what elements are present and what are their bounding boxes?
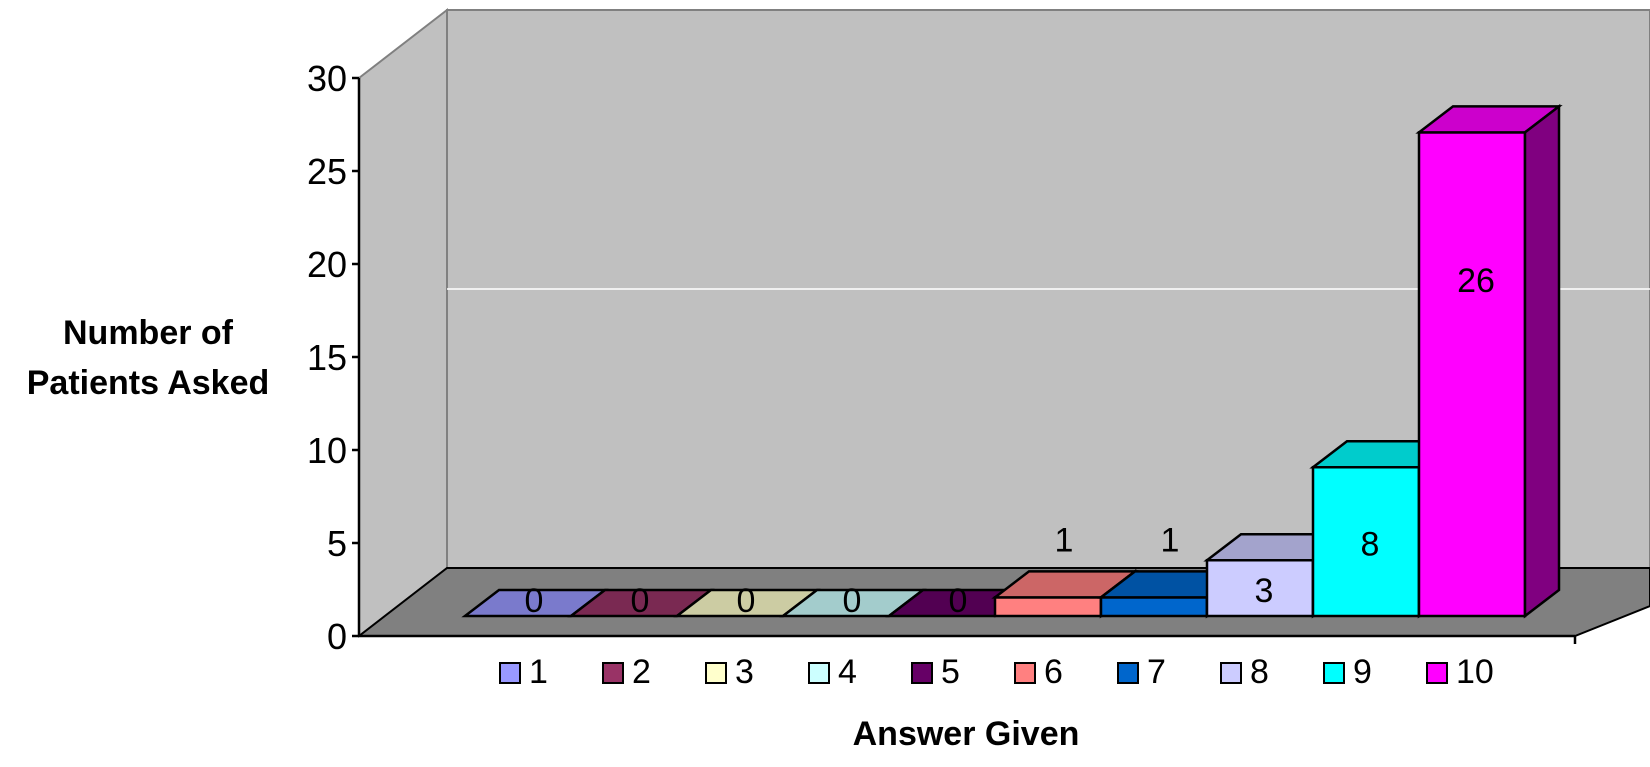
y-tick-label: 15 [307, 337, 347, 378]
data-label-2: 0 [631, 582, 650, 620]
data-label-8: 3 [1255, 572, 1274, 610]
bar-10 [1415, 103, 1563, 619]
legend-swatch-1 [499, 662, 521, 684]
y-axis-title-line-1: Number of [63, 314, 234, 352]
data-label-9: 8 [1361, 526, 1380, 564]
y-tick-label: 10 [307, 430, 347, 471]
legend-item-6: 6 [1014, 653, 1063, 691]
legend-label-5: 5 [941, 653, 960, 691]
legend-label-6: 6 [1044, 653, 1063, 691]
legend-item-1: 1 [499, 653, 548, 691]
side-wall [358, 7, 448, 639]
legend-item-4: 4 [808, 653, 857, 691]
legend-swatch-4 [808, 662, 830, 684]
legend-label-7: 7 [1147, 653, 1166, 691]
legend-label-3: 3 [735, 653, 754, 691]
legend-item-2: 2 [602, 653, 651, 691]
legend-item-5: 5 [911, 653, 960, 691]
bars [461, 103, 1563, 619]
legend-item-9: 9 [1323, 653, 1372, 691]
y-tick-label: 0 [327, 616, 347, 657]
legend-swatch-6 [1014, 662, 1036, 684]
legend-swatch-10 [1426, 662, 1448, 684]
bar-front-9 [1311, 465, 1421, 618]
y-tick-label: 25 [307, 151, 347, 192]
data-label-4: 0 [843, 582, 862, 620]
bar-front-10 [1417, 131, 1527, 618]
bar-front-7 [1099, 596, 1209, 618]
data-label-7: 1 [1161, 521, 1180, 559]
legend-swatch-5 [911, 662, 933, 684]
legend-item-7: 7 [1117, 653, 1166, 691]
legend-label-2: 2 [632, 653, 651, 691]
legend-swatch-7 [1117, 662, 1139, 684]
bar-front-6 [993, 596, 1103, 618]
legend-swatch-2 [602, 662, 624, 684]
data-label-10: 26 [1457, 262, 1495, 300]
data-label-1: 0 [525, 582, 544, 620]
legend-swatch-3 [705, 662, 727, 684]
legend-swatch-8 [1220, 662, 1242, 684]
y-tick-label: 20 [307, 244, 347, 285]
y-tick-label: 5 [327, 523, 347, 564]
legend: 1 2 3 4 5 6 7 8 9 10 [499, 653, 1494, 691]
legend-item-10: 10 [1426, 653, 1494, 691]
y-tick-label: 30 [307, 58, 347, 99]
y-axis-title-line-2: Patients Asked [27, 364, 270, 402]
legend-label-9: 9 [1353, 653, 1372, 691]
legend-label-10: 10 [1456, 653, 1494, 691]
legend-item-8: 8 [1220, 653, 1269, 691]
data-label-5: 0 [949, 582, 968, 620]
data-label-6: 1 [1055, 521, 1074, 559]
legend-label-8: 8 [1250, 653, 1269, 691]
bar-side-10 [1523, 103, 1561, 619]
x-axis-title: Answer Given [853, 715, 1080, 753]
legend-swatch-9 [1323, 662, 1345, 684]
legend-label-1: 1 [529, 653, 548, 691]
legend-label-4: 4 [838, 653, 857, 691]
legend-item-3: 3 [705, 653, 754, 691]
data-label-3: 0 [737, 582, 756, 620]
data-labels: 0 0 0 0 0 1 1 3 8 26 [525, 262, 1495, 620]
